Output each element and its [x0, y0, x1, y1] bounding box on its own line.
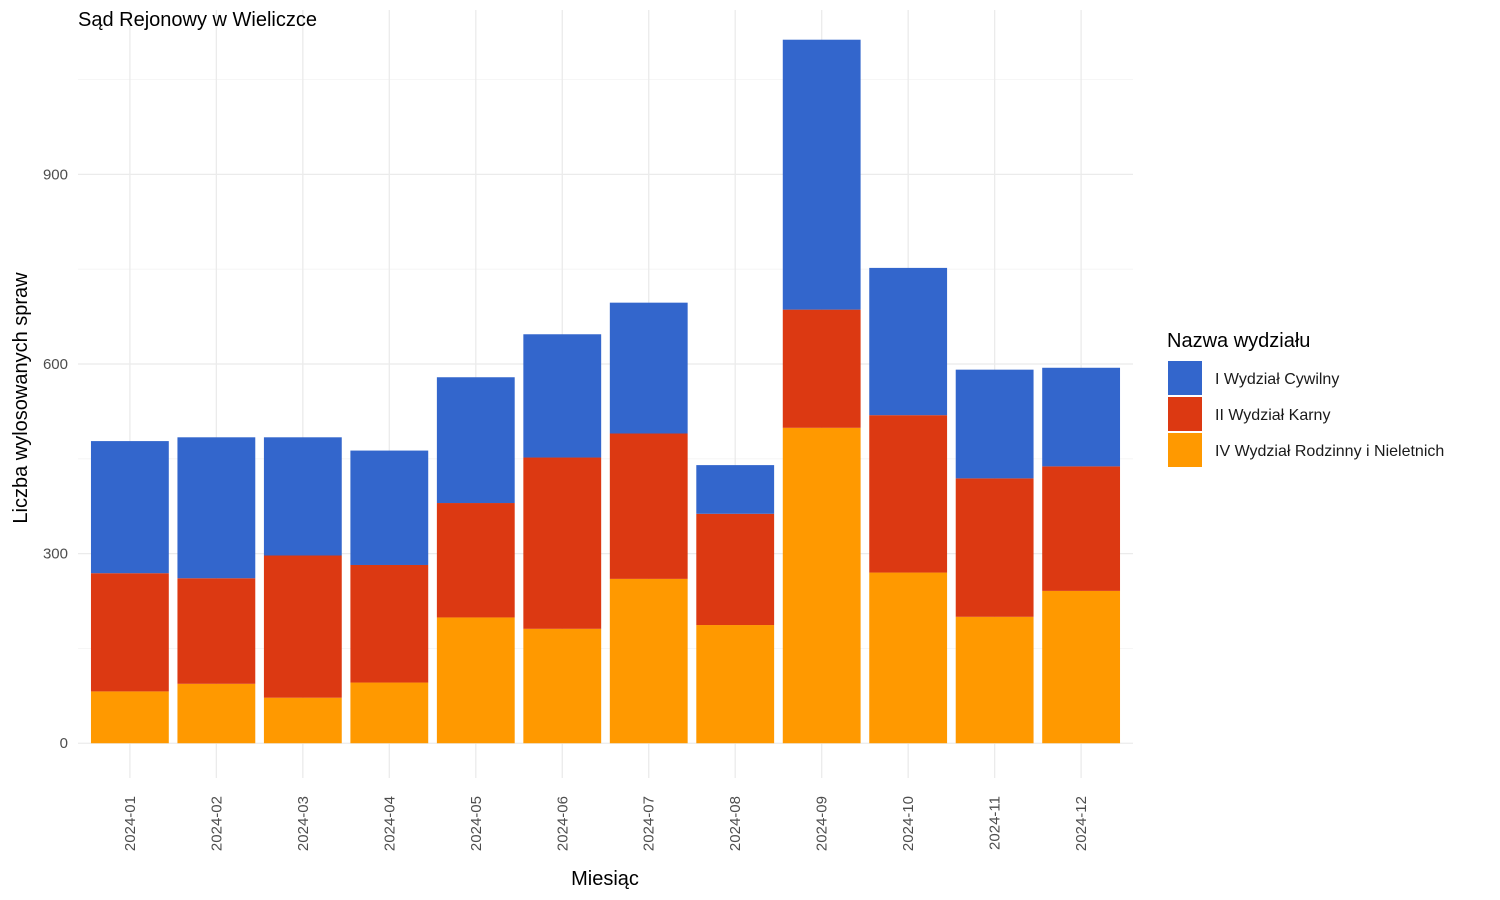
x-tick-label: 2024-09 [814, 796, 831, 851]
x-tick-label: 2024-11 [987, 796, 1004, 850]
legend: Nazwa wydziału I Wydział Cywilny II Wydzi… [1167, 330, 1444, 467]
bar-segment [696, 465, 775, 514]
bar-segment [523, 457, 602, 629]
bar-segment [263, 555, 342, 698]
bar-segment [263, 697, 342, 744]
bar-segment [523, 628, 602, 744]
legend-label: II Wydział Karny [1215, 407, 1330, 424]
x-tick-label: 2024-04 [381, 796, 398, 851]
bar-segment [955, 369, 1034, 479]
x-tick-label: 2024-12 [1073, 796, 1090, 851]
bar-segment [90, 573, 169, 692]
bar-segment [436, 377, 515, 504]
legend-title: Nazwa wydziału [1167, 330, 1310, 352]
bar-segment [1042, 466, 1121, 591]
bar-segment [869, 267, 948, 416]
bar-segment [90, 691, 169, 744]
bar-segment [609, 433, 688, 579]
x-tick-label: 2024-07 [641, 796, 658, 851]
bar-segment [350, 450, 429, 565]
y-tick-label: 300 [43, 546, 68, 563]
legend-swatch [1168, 361, 1202, 395]
bar-segment [696, 513, 775, 626]
legend-label: IV Wydział Rodzinny i Nieletnich [1215, 443, 1444, 460]
legend-swatch [1168, 397, 1202, 431]
bar-segment [177, 683, 256, 744]
bar-segment [782, 39, 861, 310]
bar-segment [436, 503, 515, 618]
legend-label: I Wydział Cywilny [1215, 371, 1339, 388]
bar-segment [350, 564, 429, 683]
x-tick-label: 2024-03 [295, 796, 312, 851]
y-tick-label: 600 [43, 356, 68, 373]
bar-segment [955, 478, 1034, 617]
y-tick-label: 0 [60, 735, 68, 752]
bar-segment [177, 437, 256, 579]
bar-segment [609, 302, 688, 434]
bar-segment [609, 578, 688, 744]
bar-segment [90, 441, 169, 574]
bars [90, 39, 1121, 744]
x-tick-labels: 2024-01 2024-02 2024-03 2024-04 2024-05 2024-… [122, 796, 1090, 851]
x-axis-title: Miesiąc [571, 868, 639, 890]
bar-segment [955, 616, 1034, 744]
bar-segment [869, 415, 948, 573]
x-tick-label: 2024-06 [554, 796, 571, 851]
bar-segment [1042, 367, 1121, 467]
x-tick-label: 2024-01 [122, 796, 139, 851]
y-tick-labels: 0 300 600 900 [43, 166, 68, 752]
legend-swatch [1168, 433, 1202, 467]
bar-segment [263, 437, 342, 556]
bar-segment [696, 625, 775, 744]
x-tick-label: 2024-08 [727, 796, 744, 851]
bar-segment [177, 578, 256, 684]
chart-title: Sąd Rejonowy w Wieliczce [78, 9, 317, 31]
y-tick-label: 900 [43, 166, 68, 183]
bar-segment [869, 572, 948, 744]
x-tick-label: 2024-02 [208, 796, 225, 851]
bar-segment [523, 334, 602, 458]
bar-segment [350, 682, 429, 744]
x-tick-label: 2024-10 [900, 796, 917, 851]
bar-segment [1042, 590, 1121, 744]
y-axis-title: Liczba wylosowanych spraw [10, 272, 32, 524]
bar-segment [436, 617, 515, 744]
bar-segment [782, 427, 861, 744]
x-tick-label: 2024-05 [468, 796, 485, 851]
bar-segment [782, 309, 861, 428]
